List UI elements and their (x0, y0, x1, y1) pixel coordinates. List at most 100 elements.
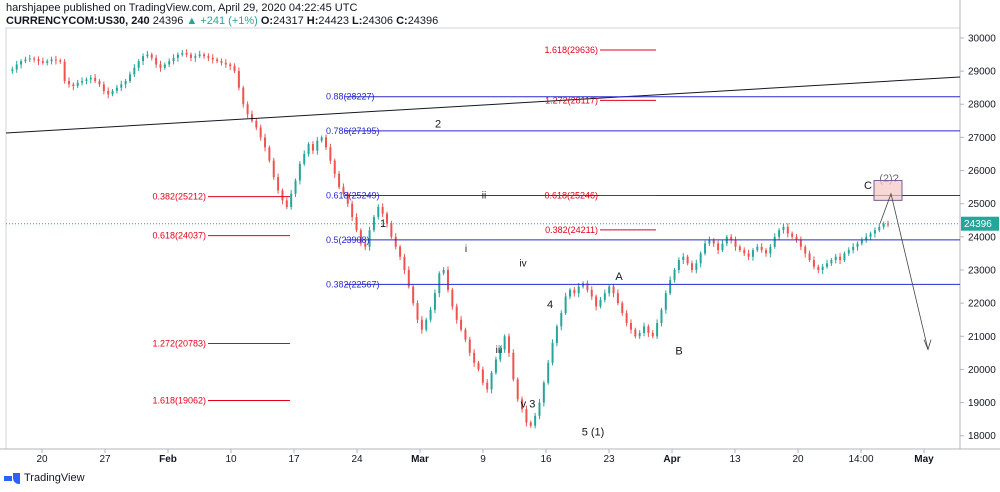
candle-body (782, 226, 785, 231)
candle-body (316, 140, 319, 151)
candle-body (338, 173, 341, 188)
candle-body (172, 57, 175, 62)
x-tick-label: 17 (288, 454, 300, 465)
candle-body (717, 243, 720, 251)
fib-label-blue: 0.88(28227) (326, 92, 375, 102)
candle-body (137, 61, 140, 68)
symbol-name[interactable]: CURRENCYCOM:US30, 240 (6, 15, 150, 27)
candle-body (425, 319, 428, 330)
candle-body (568, 289, 571, 297)
candle-body (255, 120, 258, 128)
trendline (5, 76, 961, 134)
candle-body (516, 379, 519, 400)
candle-body (878, 226, 881, 231)
candle-body (203, 54, 206, 57)
candle-body (817, 266, 820, 270)
candle-body (285, 200, 288, 208)
candle-body (447, 269, 449, 290)
fib-label-red: 1.618(29636) (544, 45, 598, 55)
candle-body (747, 253, 750, 257)
candle-body (50, 59, 53, 62)
candle-body (673, 269, 676, 280)
wave-label: C (864, 180, 872, 192)
candle-body (778, 230, 781, 237)
wave-label: iii (496, 345, 503, 356)
tradingview-brand[interactable]: TradingView (4, 472, 85, 484)
candle-body (281, 190, 284, 201)
candle-body (669, 279, 672, 294)
candle-body (37, 59, 40, 62)
candle-body (277, 177, 280, 191)
candle-body (826, 263, 829, 267)
x-tick-label: 20 (36, 454, 48, 465)
candle-body (237, 71, 240, 88)
candle-body (643, 326, 646, 333)
candle-body (451, 289, 454, 307)
candle-body (320, 137, 323, 141)
candle-body (765, 250, 768, 254)
candle-body (342, 187, 345, 194)
y-tick-label: 25000 (968, 199, 996, 210)
candle-body (477, 362, 480, 370)
candle-body (33, 58, 36, 60)
candle-body (743, 250, 746, 254)
candle-body (521, 399, 524, 410)
candle-body (264, 137, 267, 148)
candle-body (246, 104, 249, 115)
candle-body (812, 260, 815, 267)
candle-body (852, 246, 855, 251)
candle-body (329, 147, 332, 161)
candle-body (677, 260, 680, 270)
candle-body (11, 69, 14, 72)
candle-body (760, 246, 763, 251)
wave-label: 2 (435, 118, 441, 130)
x-tick-label: 27 (99, 454, 111, 465)
candle-body (455, 306, 458, 320)
candle-body (690, 263, 693, 270)
candle-body (507, 336, 510, 353)
wave-label: 4 (547, 299, 553, 311)
candle-body (54, 59, 57, 61)
candle-body (311, 144, 314, 151)
x-tick-label: 9 (480, 454, 486, 465)
y-tick-label: 29000 (968, 67, 996, 78)
candle-body (303, 153, 306, 164)
x-tick-label: 16 (540, 454, 552, 465)
candle-body (433, 293, 436, 310)
candle-body (268, 147, 271, 161)
candle-body (372, 216, 375, 231)
y-tick-label: 22000 (968, 299, 996, 310)
candle-body (81, 81, 84, 83)
candle-body (107, 90, 110, 95)
wave-label: 1 (380, 218, 386, 230)
candle-body (189, 54, 192, 58)
candle-body (843, 253, 846, 261)
candle-body (799, 240, 802, 247)
fib-label-red: 1.272(28117) (545, 95, 598, 105)
candle-body (233, 66, 236, 72)
candle-body (542, 382, 545, 403)
candle-body (351, 203, 354, 217)
ohlc-high: H:24423 (306, 15, 349, 27)
candle-body (839, 256, 842, 261)
candle-body (512, 352, 515, 380)
candle-body (176, 54, 179, 58)
candle-body (72, 84, 75, 87)
y-tick-label: 30000 (968, 33, 996, 44)
candle-body (346, 193, 349, 204)
candle-body (634, 329, 637, 337)
fib-label-blue: 0.618(25249) (326, 190, 380, 200)
candle-body (560, 313, 563, 327)
candle-body (155, 57, 158, 65)
candle-body (629, 323, 632, 330)
candle-body (416, 303, 419, 320)
candle-body (185, 52, 188, 55)
candle-body (682, 256, 685, 261)
candle-body (59, 60, 62, 62)
candle-body (660, 309, 663, 324)
candle-body (412, 286, 415, 304)
candle-body (616, 293, 619, 304)
fib-label-red: 0.382(24211) (545, 225, 598, 235)
candle-body (856, 243, 859, 247)
